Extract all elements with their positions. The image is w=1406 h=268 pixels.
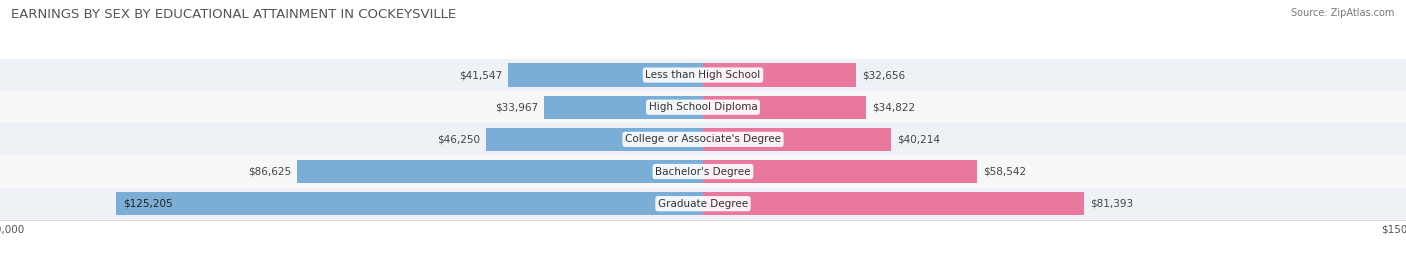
Bar <box>703 96 866 119</box>
Text: High School Diploma: High School Diploma <box>648 102 758 112</box>
Bar <box>297 160 703 183</box>
Bar <box>703 160 977 183</box>
Text: $125,205: $125,205 <box>124 199 173 209</box>
Text: Source: ZipAtlas.com: Source: ZipAtlas.com <box>1291 8 1395 18</box>
Text: College or Associate's Degree: College or Associate's Degree <box>626 134 780 144</box>
Text: $33,967: $33,967 <box>495 102 538 112</box>
Bar <box>117 192 703 215</box>
Bar <box>703 128 891 151</box>
Text: $41,547: $41,547 <box>460 70 503 80</box>
Text: $86,625: $86,625 <box>249 166 291 177</box>
Text: Bachelor's Degree: Bachelor's Degree <box>655 166 751 177</box>
Text: $81,393: $81,393 <box>1090 199 1133 209</box>
Bar <box>0 123 1406 155</box>
Bar <box>703 192 1084 215</box>
Bar <box>486 128 703 151</box>
Bar <box>0 155 1406 188</box>
Bar <box>0 59 1406 91</box>
Text: EARNINGS BY SEX BY EDUCATIONAL ATTAINMENT IN COCKEYSVILLE: EARNINGS BY SEX BY EDUCATIONAL ATTAINMEN… <box>11 8 457 21</box>
Bar <box>544 96 703 119</box>
Bar <box>703 64 856 87</box>
Bar <box>0 188 1406 220</box>
Text: $40,214: $40,214 <box>897 134 941 144</box>
Text: $58,542: $58,542 <box>983 166 1026 177</box>
Text: Less than High School: Less than High School <box>645 70 761 80</box>
Bar <box>0 91 1406 123</box>
Text: $34,822: $34,822 <box>872 102 915 112</box>
Bar <box>509 64 703 87</box>
Text: $32,656: $32,656 <box>862 70 905 80</box>
Text: $46,250: $46,250 <box>437 134 481 144</box>
Text: Graduate Degree: Graduate Degree <box>658 199 748 209</box>
